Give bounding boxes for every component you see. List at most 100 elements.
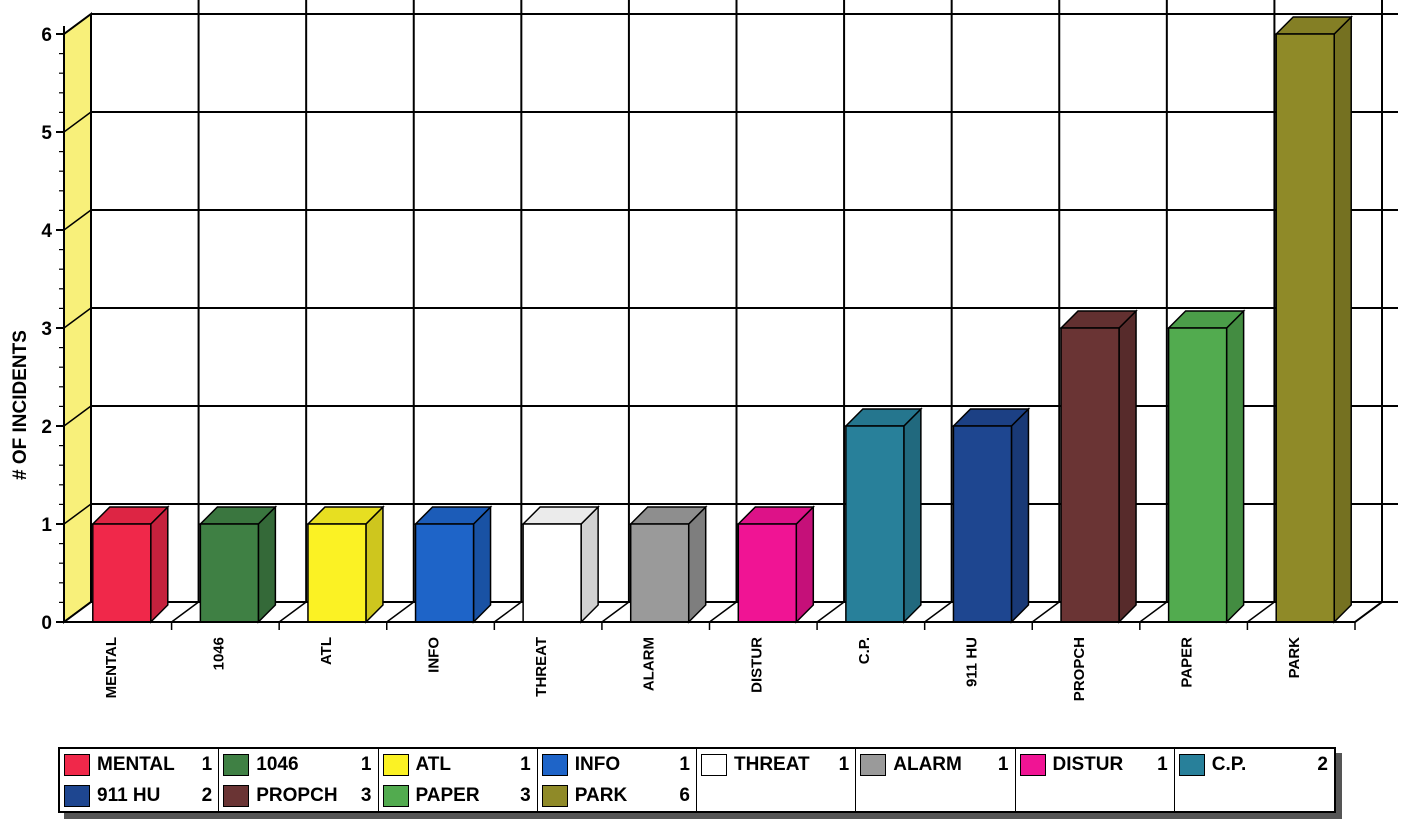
- legend-value: 1: [1157, 753, 1168, 775]
- legend-item: PROPCH 3: [219, 780, 379, 811]
- legend-swatch: [223, 753, 250, 776]
- bar-chart: 0 1 2 3 4 5 6 MENTAL 1046 ATL INFO THREAT ALARM DIST…: [10, 0, 1398, 701]
- bar-front: [199, 523, 260, 623]
- gridline-side: [63, 13, 92, 35]
- x-tick-label: ALARM: [641, 637, 658, 691]
- bar-front: [1275, 33, 1335, 623]
- floor-divider: [1246, 601, 1275, 623]
- gridline-side: [63, 209, 92, 231]
- bar-side: [580, 505, 599, 624]
- x-tick-label: C.P.: [856, 637, 873, 664]
- x-tick-label: PAPER: [1179, 637, 1196, 688]
- legend-item: THREAT 1: [697, 749, 857, 780]
- legend-swatch: [382, 753, 409, 776]
- bar-side: [1333, 15, 1352, 624]
- bar-front: [522, 523, 582, 623]
- x-tick-label: INFO: [426, 637, 443, 673]
- legend-value: 2: [201, 784, 213, 806]
- gridline-side: [63, 601, 92, 623]
- legend-swatch: [64, 784, 90, 807]
- bar-front: [1167, 327, 1228, 623]
- legend-empty-cell: [1175, 780, 1334, 811]
- legend-empty-cell: [697, 780, 857, 811]
- bar-side: [795, 505, 815, 624]
- floor-divider: [493, 601, 522, 623]
- x-tick-label: 1046: [210, 637, 227, 670]
- bar-side: [687, 505, 707, 624]
- floor-divider: [816, 601, 845, 623]
- bar-distur: [736, 505, 816, 624]
- bar-side: [150, 505, 169, 624]
- bar-1046: [198, 505, 278, 624]
- gridline-side: [63, 503, 92, 525]
- bar-front: [629, 523, 690, 623]
- x-axis-labels: MENTAL 1046 ATL INFO THREAT ALARM DISTUR C.P. 91…: [64, 621, 1356, 701]
- floor-divider: [601, 601, 630, 623]
- legend-label: C.P.: [1211, 753, 1247, 775]
- legend-value: 3: [520, 784, 531, 806]
- legend-item: C.P. 2: [1175, 749, 1334, 780]
- gridline-side: [63, 307, 92, 329]
- legend-item: DISTUR 1: [1016, 749, 1175, 780]
- legend-value: 1: [360, 753, 372, 775]
- bar-front: [307, 523, 367, 623]
- legend-value: 6: [679, 784, 690, 806]
- legend-item: ATL 1: [379, 749, 538, 780]
- bar-propch: [1059, 309, 1138, 624]
- bar-side: [257, 505, 277, 624]
- legend-swatch: [223, 784, 250, 807]
- bar-911-hu: [951, 407, 1031, 624]
- bar-side: [1010, 407, 1030, 624]
- legend-swatch: [541, 753, 568, 776]
- bar-info: [413, 505, 493, 624]
- x-tick-label: PARK: [1286, 637, 1303, 679]
- y-tick-label: 3: [41, 319, 52, 340]
- bar-side: [365, 505, 384, 624]
- legend-swatch: [860, 753, 887, 776]
- chart-legend: MENTAL 1 1046 1 ATL 1 INFO 1 THREAT 1 ALARM 1 DISTUR…: [58, 747, 1336, 813]
- legend-label: ATL: [415, 753, 452, 775]
- floor-divider: [924, 601, 953, 623]
- legend-value: 3: [360, 784, 372, 806]
- floor-divider: [171, 601, 200, 623]
- legend-swatch: [701, 753, 727, 776]
- legend-label: 1046: [256, 753, 299, 775]
- legend-value: 1: [997, 753, 1009, 775]
- bar-side: [472, 505, 492, 624]
- gridline-side: [63, 111, 92, 133]
- bar-side: [1225, 309, 1245, 624]
- legend-label: INFO: [574, 753, 621, 775]
- x-tick-label: 911 HU: [963, 637, 980, 687]
- legend-swatch: [1178, 753, 1205, 776]
- y-tick-label: 2: [41, 417, 52, 438]
- floor-divider: [278, 601, 307, 623]
- y-tick-label: 1: [41, 515, 52, 536]
- bar-threat: [521, 505, 600, 624]
- legend-item: INFO 1: [538, 749, 697, 780]
- legend-value: 2: [1317, 753, 1328, 775]
- bar-front: [1060, 327, 1120, 623]
- legend-value: 1: [838, 753, 850, 775]
- bar-c-p-: [844, 407, 923, 624]
- bar-front: [845, 425, 905, 623]
- floor-divider: [1354, 601, 1383, 623]
- legend-item: MENTAL 1: [60, 749, 220, 780]
- legend-swatch: [1019, 753, 1046, 776]
- legend-label: PAPER: [415, 784, 480, 806]
- x-tick-label: THREAT: [533, 637, 550, 697]
- floor-divider: [386, 601, 415, 623]
- floor-divider: [709, 601, 737, 623]
- bar-front: [414, 523, 475, 623]
- bar-paper: [1166, 309, 1246, 624]
- x-tick-label: DISTUR: [748, 637, 765, 693]
- legend-item: 1046 1: [219, 749, 379, 780]
- legend-item: PARK 6: [538, 780, 697, 811]
- legend-empty-cell: [1016, 780, 1175, 811]
- x-tick-label: ATL: [318, 637, 335, 665]
- legend-swatch: [64, 753, 90, 776]
- y-tick-label: 5: [41, 123, 52, 144]
- bar-front: [737, 523, 798, 623]
- floor-divider: [1139, 601, 1168, 623]
- legend-swatch: [541, 784, 568, 807]
- legend-label: ALARM: [893, 753, 962, 775]
